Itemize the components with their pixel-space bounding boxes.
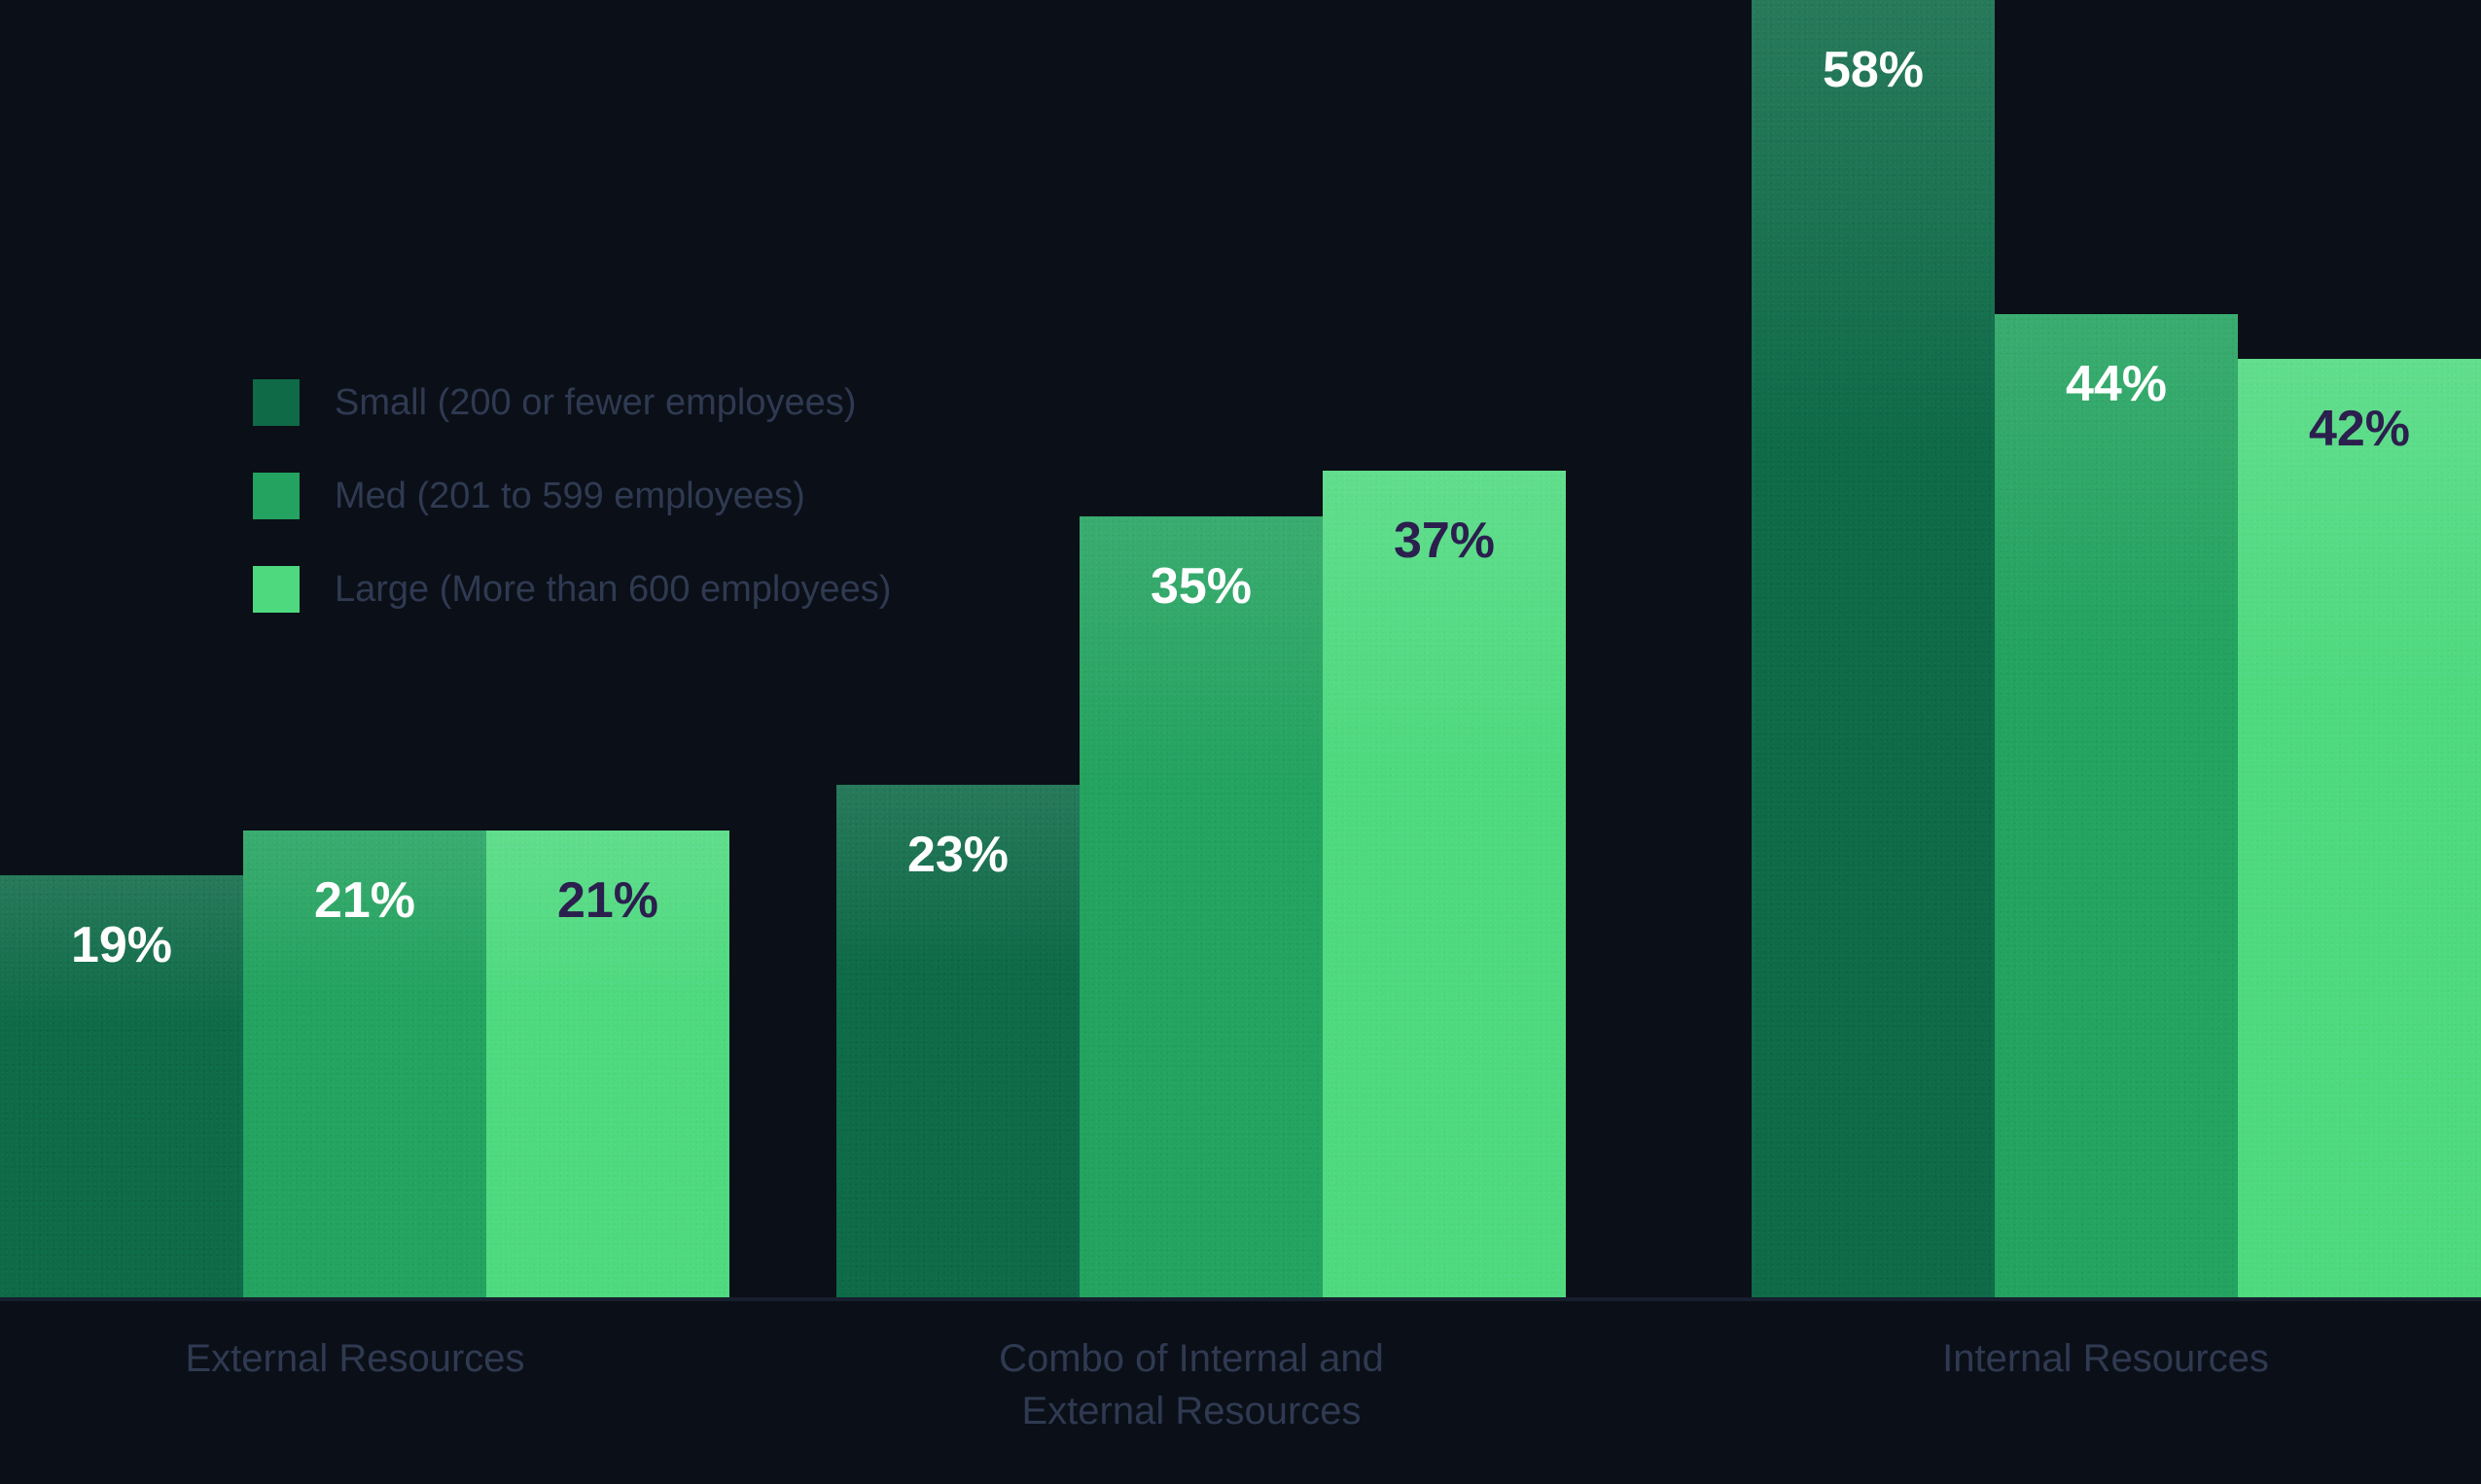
bar-value-label: 21%: [486, 871, 729, 930]
bar-value-label: 19%: [0, 916, 243, 974]
bar-value-label: 23%: [836, 826, 1080, 884]
plot-area: 19% 21% 21% 23% 35% 37% 58%: [0, 0, 2481, 1301]
axis-labels: External Resources Combo of Internal and…: [0, 1301, 2481, 1484]
group-internal: 58% 44% 42%: [1752, 0, 2481, 1301]
bar-external-med: 21%: [243, 830, 486, 1301]
group-external: 19% 21% 21%: [0, 830, 729, 1301]
bar-value-label: 44%: [1995, 355, 2238, 413]
bar-value-label: 21%: [243, 871, 486, 930]
axis-label-combo: Combo of Internal andExternal Resources: [851, 1332, 1532, 1437]
group-combo: 23% 35% 37%: [836, 471, 1566, 1301]
axis-label-internal: Internal Resources: [1765, 1332, 2446, 1385]
bar-value-label: 37%: [1323, 512, 1566, 570]
bar-internal-large: 42%: [2238, 359, 2481, 1301]
bar-combo-med: 35%: [1080, 516, 1323, 1301]
bar-combo-small: 23%: [836, 785, 1080, 1301]
bar-value-label: 42%: [2238, 400, 2481, 458]
bar-external-small: 19%: [0, 875, 243, 1301]
bar-internal-small: 58%: [1752, 0, 1995, 1301]
bar-internal-med: 44%: [1995, 314, 2238, 1301]
axis-label-external: External Resources: [15, 1332, 695, 1385]
chart-stage: Small (200 or fewer employees) Med (201 …: [0, 0, 2481, 1484]
bar-value-label: 58%: [1752, 41, 1995, 99]
bar-combo-large: 37%: [1323, 471, 1566, 1301]
bar-external-large: 21%: [486, 830, 729, 1301]
bar-value-label: 35%: [1080, 557, 1323, 616]
